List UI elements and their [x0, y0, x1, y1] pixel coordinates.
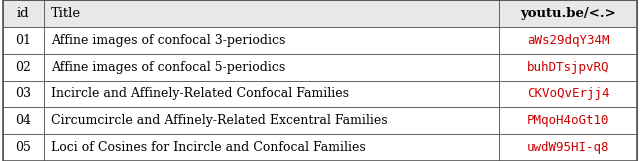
- Text: uwdW95HI-q8: uwdW95HI-q8: [527, 141, 609, 154]
- Text: CKVoQvErjj4: CKVoQvErjj4: [527, 87, 609, 100]
- Text: Title: Title: [51, 7, 81, 20]
- Text: PMqoH4oGt10: PMqoH4oGt10: [527, 114, 609, 127]
- Text: aWs29dqY34M: aWs29dqY34M: [527, 34, 609, 47]
- Text: id: id: [17, 7, 29, 20]
- Text: 03: 03: [15, 87, 31, 100]
- Text: 02: 02: [15, 61, 31, 74]
- Text: 01: 01: [15, 34, 31, 47]
- Text: 04: 04: [15, 114, 31, 127]
- Bar: [44, 27, 499, 54]
- Bar: [44, 54, 499, 80]
- Bar: [44, 0, 499, 27]
- Bar: [499, 80, 637, 107]
- Text: buhDTsjpvRQ: buhDTsjpvRQ: [527, 61, 609, 74]
- Bar: [44, 134, 499, 161]
- Bar: [499, 54, 637, 80]
- Bar: [499, 107, 637, 134]
- Text: youtu.be/<.>: youtu.be/<.>: [520, 7, 616, 20]
- Text: Affine images of confocal 5-periodics: Affine images of confocal 5-periodics: [51, 61, 285, 74]
- Text: Loci of Cosines for Incircle and Confocal Families: Loci of Cosines for Incircle and Confoca…: [51, 141, 366, 154]
- Bar: [3, 107, 44, 134]
- Text: Circumcircle and Affinely-Related Excentral Families: Circumcircle and Affinely-Related Excent…: [51, 114, 388, 127]
- Bar: [3, 54, 44, 80]
- Text: 05: 05: [15, 141, 31, 154]
- Bar: [3, 80, 44, 107]
- Bar: [44, 80, 499, 107]
- Bar: [499, 0, 637, 27]
- Bar: [44, 107, 499, 134]
- Bar: [3, 134, 44, 161]
- Text: Affine images of confocal 3-periodics: Affine images of confocal 3-periodics: [51, 34, 285, 47]
- Bar: [499, 134, 637, 161]
- Bar: [499, 27, 637, 54]
- Bar: [3, 0, 44, 27]
- Text: Incircle and Affinely-Related Confocal Families: Incircle and Affinely-Related Confocal F…: [51, 87, 349, 100]
- Bar: [3, 27, 44, 54]
